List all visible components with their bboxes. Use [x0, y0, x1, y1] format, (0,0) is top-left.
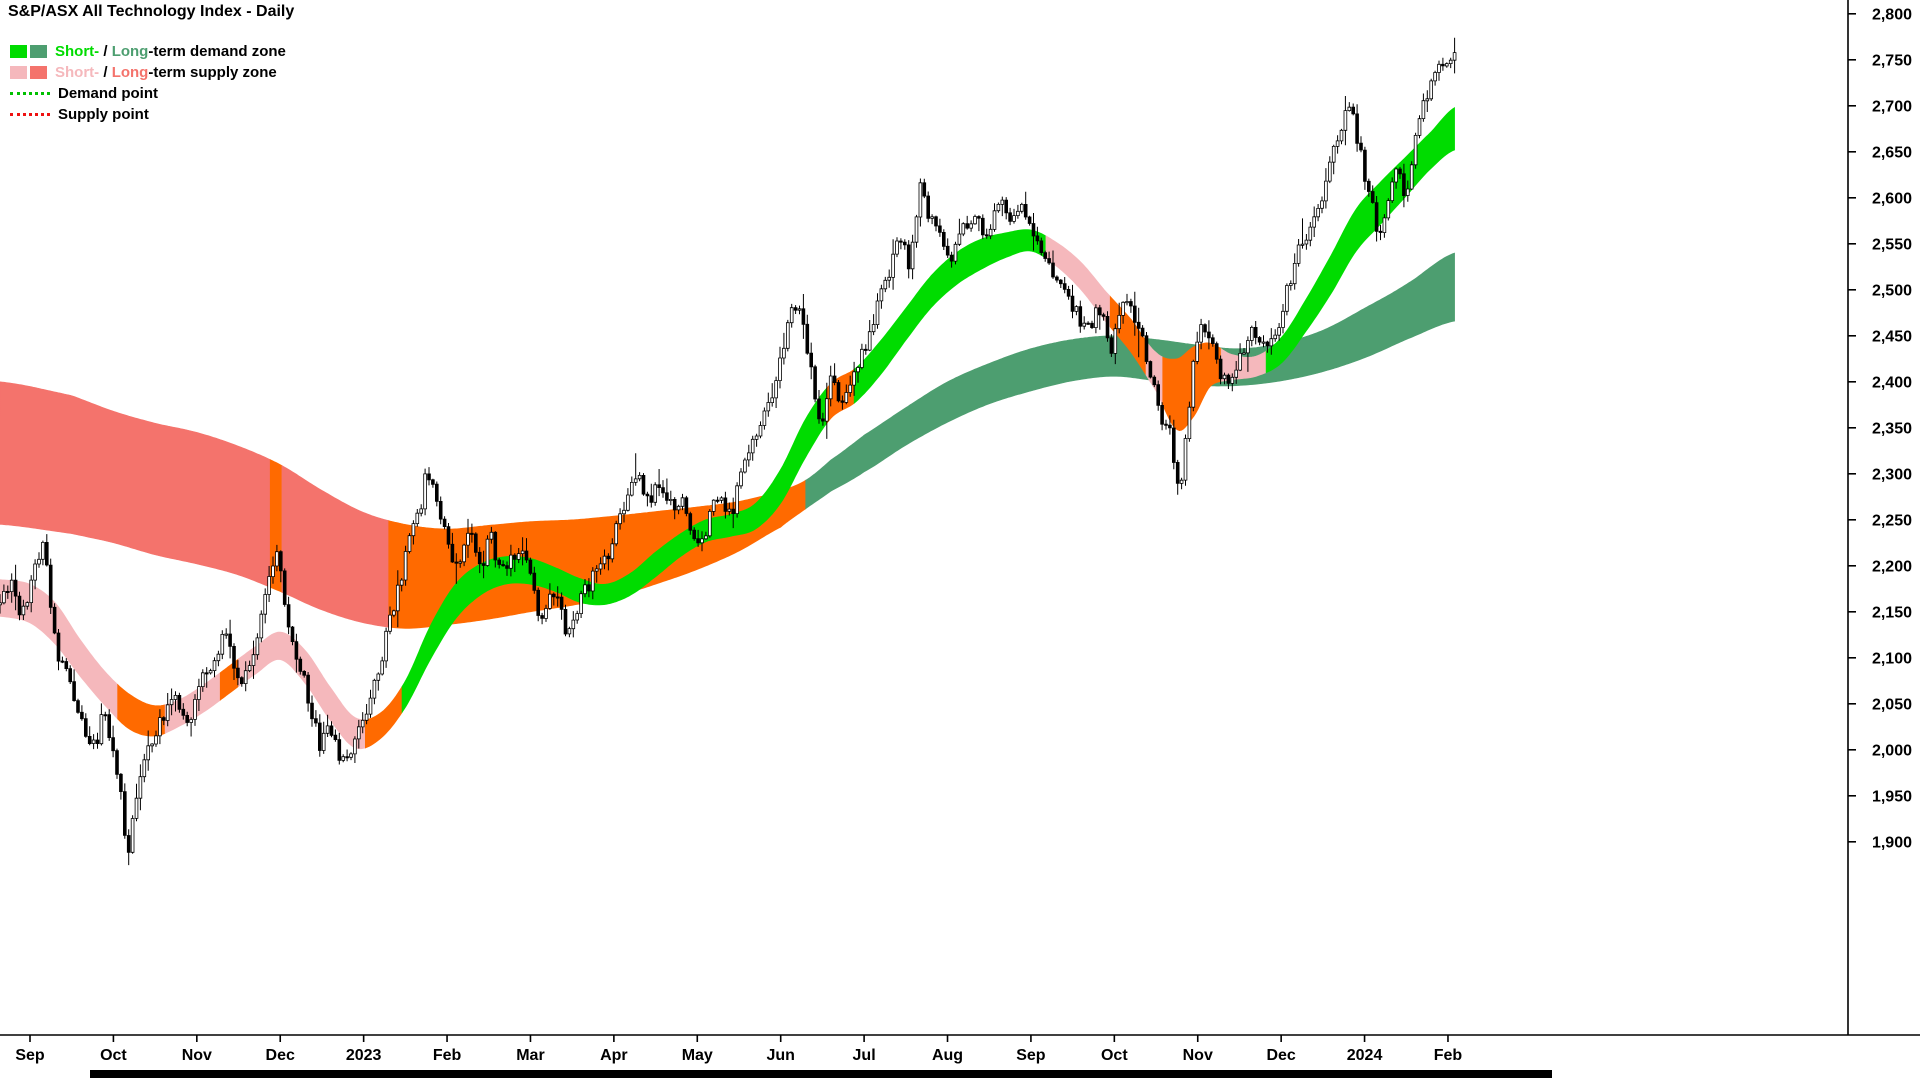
y-axis-label: 2,400	[1872, 374, 1912, 391]
y-axis-label: 2,700	[1872, 98, 1912, 115]
x-axis-label: Apr	[600, 1047, 628, 1064]
demand-zone-suffix: -term demand zone	[148, 42, 286, 60]
supply-long-word: Long	[111, 63, 149, 81]
y-axis-label: 2,550	[1872, 236, 1912, 253]
supply-zone-separator: /	[99, 63, 112, 81]
y-axis-label: 2,250	[1872, 512, 1912, 529]
x-axis-label: Aug	[932, 1047, 963, 1064]
x-axis-label: Feb	[433, 1047, 462, 1064]
legend-supply-point: Supply point	[10, 105, 286, 123]
supply-short-chip	[10, 65, 27, 79]
demand-point-line-icon	[10, 91, 50, 95]
candle-bodies-down	[6, 63, 1445, 853]
supply-point-line-icon	[10, 112, 50, 116]
demand-point-label: Demand point	[58, 84, 158, 102]
band-supply_long	[0, 381, 271, 588]
chart-title: S&P/ASX All Technology Index - Daily	[8, 3, 295, 20]
y-axis-label: 2,100	[1872, 650, 1912, 667]
y-axis-label: 2,000	[1872, 742, 1912, 759]
x-axis-label: Sep	[1016, 1047, 1046, 1064]
y-axis-label: 2,800	[1872, 6, 1912, 23]
x-axis-label: Jul	[853, 1047, 876, 1064]
y-axis-label: 2,750	[1872, 52, 1912, 69]
x-axis-label: Nov	[182, 1047, 212, 1064]
x-axis-label: Sep	[15, 1047, 45, 1064]
legend-demand-zone: Short- / Long-term demand zone	[10, 43, 286, 60]
demand-zone-separator: /	[99, 42, 112, 60]
y-axis-label: 2,450	[1872, 328, 1912, 345]
x-axis-label: Oct	[1101, 1047, 1128, 1064]
y-axis-label: 2,200	[1872, 558, 1912, 575]
band-transition	[117, 683, 166, 737]
x-axis-label: Oct	[100, 1047, 127, 1064]
x-axis-label: Jun	[766, 1047, 794, 1064]
y-axis-label: 2,150	[1872, 604, 1912, 621]
range-scrollbar[interactable]	[90, 1070, 1552, 1078]
x-axis-label: May	[682, 1047, 713, 1064]
legend-demand-point: Demand point	[10, 84, 286, 102]
demand-short-word: Short-	[55, 42, 100, 60]
y-axis-label: 1,900	[1872, 834, 1912, 851]
x-axis-label: Dec	[1266, 1047, 1295, 1064]
y-axis-label: 2,600	[1872, 190, 1912, 207]
candlesticks	[0, 37, 1457, 866]
supply-short-word: Short-	[55, 63, 100, 81]
demand-long-word: Long	[111, 42, 149, 60]
demand-short-chip	[10, 44, 27, 58]
y-axis-label: 2,050	[1872, 696, 1912, 713]
legend-supply-zone: Short- / Long-term supply zone	[10, 64, 286, 81]
x-axis-label: Dec	[266, 1047, 295, 1064]
supply-long-chip	[30, 65, 47, 79]
legend: Short- / Long-term demand zone Short- / …	[10, 43, 286, 123]
band-supply_long	[281, 464, 389, 628]
band-demand_long	[805, 252, 1455, 510]
x-axis-label: 2023	[346, 1047, 382, 1064]
y-axis-label: 1,950	[1872, 788, 1912, 805]
band-demand_short	[1265, 107, 1455, 374]
y-axis-label: 2,350	[1872, 420, 1912, 437]
y-axis-label: 2,500	[1872, 282, 1912, 299]
candle-bodies-up	[0, 52, 1457, 853]
y-axis-label: 2,650	[1872, 144, 1912, 161]
x-axis-label: Feb	[1434, 1047, 1463, 1064]
supply-point-label: Supply point	[58, 105, 149, 123]
y-axis-label: 2,300	[1872, 466, 1912, 483]
legend-supply-zone-label: Short- / Long-term supply zone	[55, 64, 277, 81]
x-axis-label: 2024	[1347, 1047, 1383, 1064]
x-axis-label: Nov	[1183, 1047, 1213, 1064]
supply-zone-suffix: -term supply zone	[148, 63, 277, 81]
demand-long-chip	[30, 44, 47, 58]
x-axis-label: Mar	[516, 1047, 544, 1064]
legend-demand-zone-label: Short- / Long-term demand zone	[55, 43, 286, 60]
